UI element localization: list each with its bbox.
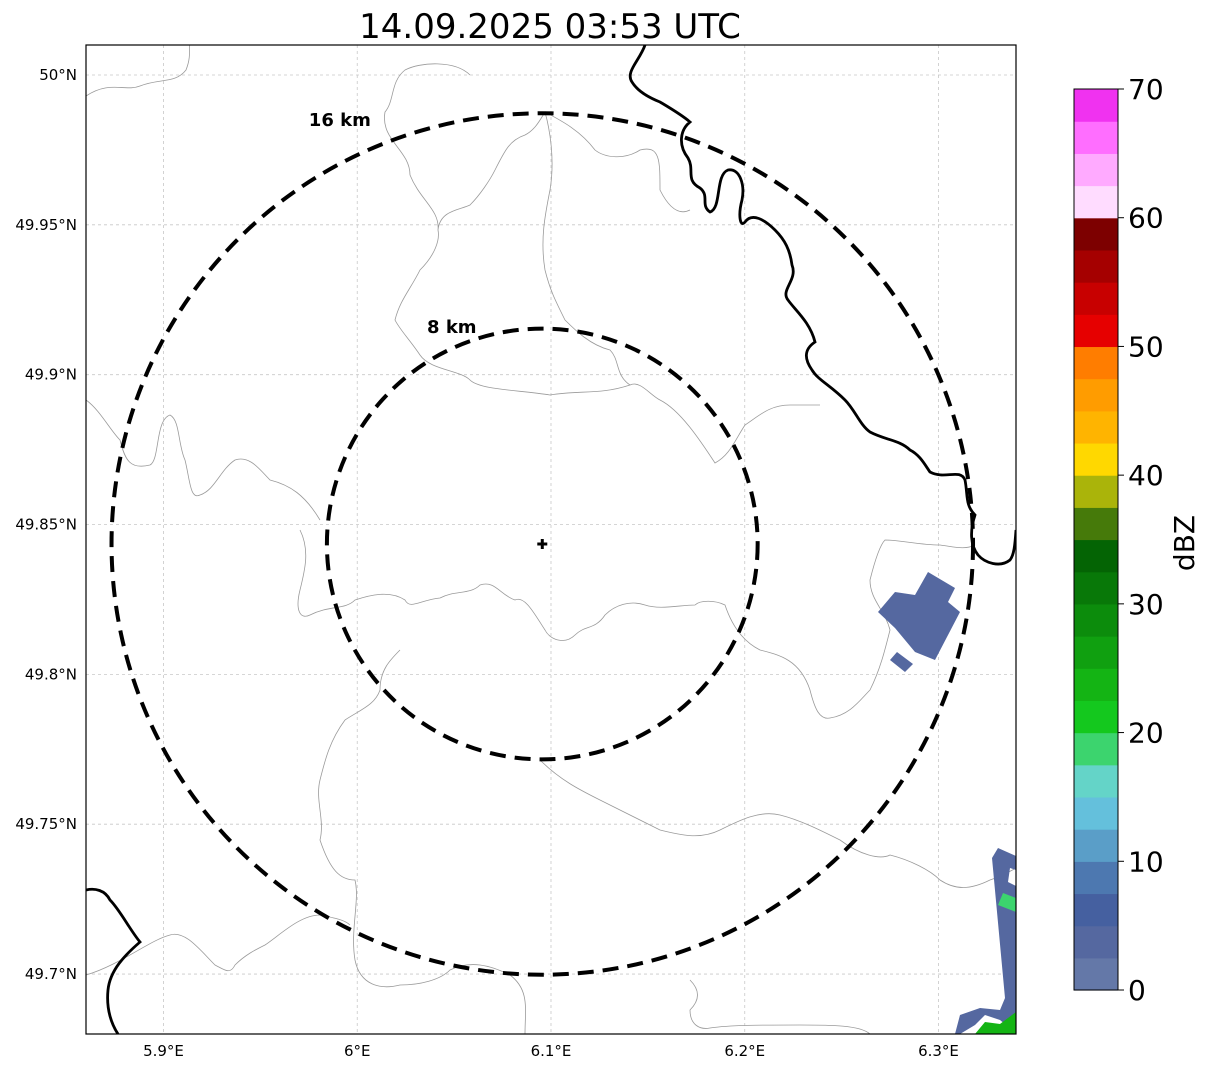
colorbar-segment [1074,861,1118,895]
colorbar-segment [1074,346,1118,380]
colorbar-frame [1073,88,1119,991]
colorbar-segment [1074,925,1118,959]
colorbar [1073,88,1119,991]
y-tick-label: 49.75°N [15,815,77,833]
colorbar-segment [1074,571,1118,605]
colorbar-segment [1074,796,1118,830]
y-tick-label: 49.85°N [15,516,77,534]
colorbar-segment [1074,507,1118,541]
colorbar-segment [1074,185,1118,219]
y-axis-ticks: 50°N 49.95°N 49.9°N 49.85°N 49.8°N 49.75°N 49.… [15,66,77,983]
colorbar-segment [1074,603,1118,637]
x-tick-label: 5.9°E [143,1042,184,1060]
colorbar-segment [1074,957,1118,991]
colorbar-segment [1074,700,1118,734]
colorbar-tick-label: 70 [1128,73,1164,106]
colorbar-segment [1074,410,1118,444]
colorbar-segment [1074,314,1118,348]
colorbar-segment [1074,442,1118,476]
x-tick-label: 6.2°E [724,1042,765,1060]
colorbar-ticks: 0 10 20 30 40 50 60 70 [1118,73,1164,1007]
colorbar-tick-label: 50 [1128,330,1164,363]
colorbar-tick-label: 40 [1128,459,1164,492]
y-tick-label: 49.9°N [25,366,77,384]
colorbar-segment [1074,475,1118,508]
colorbar-segment [1074,378,1118,412]
echo-cluster-east [878,572,960,660]
echo-cell-southeast [955,848,1016,1034]
colorbar-label: dBZ [1168,515,1201,571]
y-tick-label: 49.7°N [25,965,77,983]
x-axis-ticks: 5.9°E 6°E 6.1°E 6.2°E 6.3°E [143,1042,959,1060]
radar-site-marker [537,538,548,549]
colorbar-segment [1074,217,1118,251]
colorbar-segment [1074,282,1118,315]
colorbar-segment [1074,764,1118,798]
map-title: 14.09.2025 03:53 UTC [359,7,741,47]
colorbar-segment [1074,893,1118,927]
colorbar-tick-label: 20 [1128,717,1164,750]
x-tick-label: 6°E [344,1042,371,1060]
y-tick-label: 49.8°N [25,665,77,683]
echo-edge-green-south [975,1012,1016,1034]
echo-edge-green [998,893,1016,912]
colorbar-segment [1074,636,1118,669]
colorbar-tick-label: 0 [1128,974,1146,1007]
range-ring-8km [324,326,760,762]
map-frame [85,44,1017,1035]
range-ring-label-8km: 8 km [427,317,477,338]
range-ring-16km [109,111,976,977]
echo-cluster-east-outlier [890,652,913,672]
range-ring-label-16km: 16 km [309,110,371,131]
x-tick-label: 6.1°E [531,1042,572,1060]
radar-echoes [878,572,1016,1034]
colorbar-segment [1074,153,1118,187]
colorbar-segment [1074,668,1118,701]
colorbar-segment [1074,732,1118,766]
gridlines [86,45,1016,1034]
colorbar-segment [1074,249,1118,283]
colorbar-segment [1074,121,1118,154]
colorbar-tick-label: 10 [1128,845,1164,878]
national-border-river [86,45,1016,1034]
colorbar-tick-label: 60 [1128,202,1164,235]
y-tick-label: 49.95°N [15,216,77,234]
colorbar-segment [1074,89,1118,122]
range-rings: 16 km 8 km [109,110,976,977]
colorbar-tick-label: 30 [1128,588,1164,621]
colorbar-segment [1074,539,1118,573]
boundaries [86,45,1016,1034]
x-tick-label: 6.3°E [918,1042,959,1060]
y-tick-label: 50°N [39,66,77,84]
municipal-boundaries [86,45,1016,1034]
colorbar-segment [1074,829,1118,862]
